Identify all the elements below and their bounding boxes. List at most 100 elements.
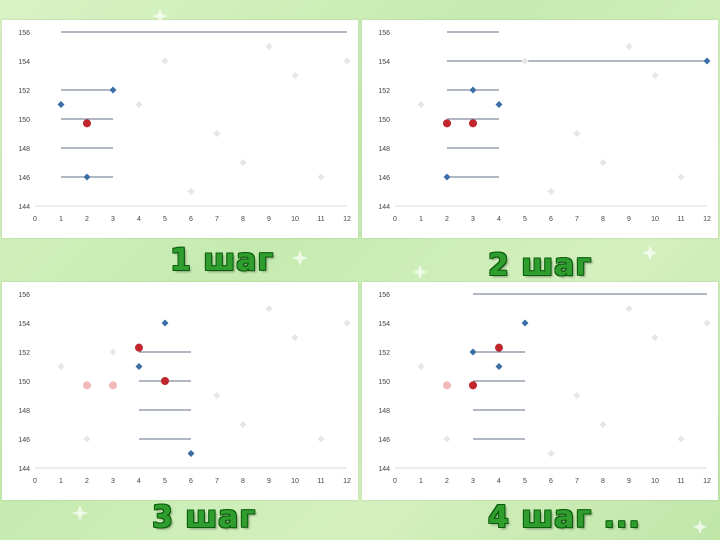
y-tick-label: 148 [18,408,30,415]
x-tick-label: 11 [317,216,324,223]
y-tick-label: 146 [378,437,390,444]
x-tick-label: 7 [575,478,579,485]
background-point [109,348,117,356]
x-tick-label: 1 [59,478,63,485]
chart-panel-1: 144 146 148 150 152 154 156 0 1 2 3 4 5 6 7 8 9 10 11 12 [2,20,358,238]
y-tick-label: 146 [18,437,30,444]
background-point [57,363,65,370]
x-tick-label: 1 [419,216,423,223]
x-tick-label: 1 [59,216,63,223]
x-tick-label: 8 [601,478,605,485]
window-point [161,319,169,327]
x-tick-label: 8 [241,216,245,223]
window-point [57,101,65,108]
x-tick-label: 7 [215,216,219,223]
x-tick-label: 4 [137,216,141,223]
window-point [495,363,503,370]
background-point [625,305,633,312]
y-tick-label: 156 [18,292,30,299]
y-tick-label: 152 [18,350,30,357]
y-tick-label: 154 [18,321,30,328]
background-point [265,305,273,312]
x-tick-label: 2 [445,216,449,223]
window-point [469,348,477,356]
x-tick-label: 0 [393,216,397,223]
background-point [625,43,633,50]
background-point [265,43,273,50]
background-point [599,421,607,428]
background-point [547,188,555,195]
background-point [317,173,325,181]
x-tick-label: 8 [601,216,605,223]
x-tick-label: 3 [471,216,475,223]
x-tick-label: 12 [343,478,351,485]
background-point [651,334,659,341]
x-tick-label: 9 [267,216,271,223]
y-tick-label: 148 [378,146,390,153]
previous-mean-point [443,381,451,390]
background-point [213,130,221,137]
background-point [187,188,195,195]
background-point [521,57,529,65]
x-tick-label: 0 [33,478,37,485]
background-point [651,72,659,79]
x-tick-label: 6 [189,216,193,223]
background-point [417,363,425,370]
y-tick-label: 152 [18,88,30,95]
x-tick-label: 6 [549,478,553,485]
moving-average-point [135,343,143,352]
x-tick-label: 3 [471,478,475,485]
y-tick-label: 150 [18,379,30,386]
y-tick-label: 154 [378,321,390,328]
x-tick-label: 10 [291,478,299,485]
background-point [239,159,247,166]
y-tick-label: 156 [18,30,30,37]
x-tick-label: 7 [215,478,219,485]
x-tick-label: 11 [317,478,324,485]
x-tick-label: 9 [267,478,271,485]
y-tick-label: 152 [378,350,390,357]
y-tick-label: 148 [378,408,390,415]
previous-mean-point [109,381,117,390]
y-tick-label: 150 [378,379,390,386]
x-tick-label: 10 [651,478,659,485]
x-tick-label: 3 [111,216,115,223]
x-tick-label: 3 [111,478,115,485]
background-point [291,72,299,79]
background-point [599,159,607,166]
y-tick-label: 144 [18,466,30,473]
background-point [443,435,451,443]
window-point [469,86,477,94]
x-tick-label: 2 [85,478,89,485]
background-point [547,450,555,457]
background-point [343,319,351,327]
x-tick-label: 5 [523,478,527,485]
y-tick-label: 150 [18,117,30,124]
y-tick-label: 156 [378,292,390,299]
x-tick-label: 5 [163,216,167,223]
background-point [573,392,581,399]
window-point [109,86,117,94]
background-point [703,319,711,327]
x-tick-label: 9 [627,216,631,223]
y-tick-label: 144 [18,204,30,211]
background-point [135,101,143,108]
step-label-1: 1 шаг [170,243,275,278]
y-tick-label: 150 [378,117,390,124]
x-tick-label: 9 [627,478,631,485]
window-point [443,173,451,181]
background-point [677,173,685,181]
moving-average-point [161,377,169,385]
x-tick-label: 0 [393,478,397,485]
chart-panel-2: 144 146 148 150 152 154 156 0 1 2 3 4 5 6 7 8 9 10 11 12 [362,20,718,238]
x-tick-label: 4 [137,478,141,485]
window-point [521,319,529,327]
moving-average-point [469,381,477,390]
step-label-3: 3 шаг [152,500,257,535]
y-tick-label: 148 [18,146,30,153]
y-tick-label: 152 [378,88,390,95]
background-point [677,435,685,443]
